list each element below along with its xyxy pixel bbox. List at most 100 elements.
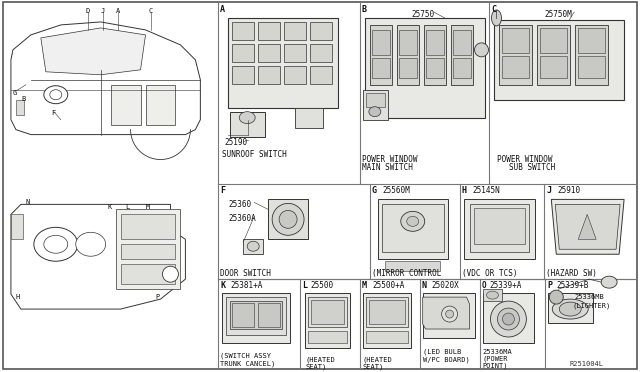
Text: POINT): POINT): [483, 363, 508, 369]
Text: J: J: [100, 8, 105, 14]
Ellipse shape: [407, 217, 419, 226]
Bar: [378, 199, 447, 259]
Bar: [483, 293, 534, 343]
Text: 25190: 25190: [224, 138, 248, 147]
Bar: [372, 30, 390, 55]
Bar: [451, 25, 472, 85]
Text: (MIRROR CONTROL: (MIRROR CONTROL: [372, 269, 441, 278]
Bar: [111, 85, 141, 125]
Ellipse shape: [163, 266, 179, 282]
Bar: [227, 297, 286, 335]
Ellipse shape: [502, 313, 515, 325]
Text: K: K: [220, 281, 225, 290]
Bar: [538, 25, 570, 85]
Text: R251004L: R251004L: [569, 361, 604, 367]
Bar: [228, 18, 338, 108]
Text: G: G: [13, 90, 17, 96]
Ellipse shape: [497, 308, 520, 330]
Bar: [145, 85, 175, 125]
Polygon shape: [11, 204, 186, 309]
Polygon shape: [556, 204, 620, 249]
Bar: [258, 44, 280, 62]
Ellipse shape: [76, 232, 106, 256]
Polygon shape: [578, 214, 596, 239]
Text: A: A: [116, 8, 120, 14]
Polygon shape: [41, 28, 145, 75]
Text: M: M: [145, 204, 150, 211]
Bar: [284, 44, 306, 62]
Bar: [366, 93, 385, 107]
Bar: [284, 22, 306, 40]
Bar: [310, 44, 332, 62]
Text: 25360: 25360: [228, 201, 252, 209]
Bar: [365, 18, 484, 118]
Bar: [120, 244, 175, 259]
Ellipse shape: [474, 43, 488, 57]
Bar: [258, 66, 280, 84]
Bar: [230, 112, 265, 137]
Text: P: P: [547, 281, 552, 290]
Bar: [363, 293, 411, 348]
Ellipse shape: [247, 241, 259, 251]
Ellipse shape: [486, 291, 499, 299]
Bar: [305, 293, 350, 348]
Polygon shape: [422, 297, 470, 329]
Text: 25750M: 25750M: [545, 10, 572, 19]
Text: N: N: [26, 199, 30, 205]
Text: F: F: [220, 186, 225, 195]
Text: (SWITCH ASSY: (SWITCH ASSY: [220, 353, 271, 359]
Text: C: C: [492, 5, 497, 14]
Bar: [463, 199, 535, 259]
Bar: [232, 303, 254, 327]
Bar: [540, 56, 567, 78]
Text: 25020X: 25020X: [431, 281, 460, 290]
Bar: [426, 58, 444, 78]
Bar: [120, 264, 175, 284]
Bar: [230, 301, 282, 329]
Bar: [116, 209, 180, 289]
Text: (HEATED: (HEATED: [305, 357, 335, 363]
Bar: [366, 331, 408, 343]
Bar: [363, 90, 388, 120]
Text: (LIGHTER): (LIGHTER): [572, 302, 611, 309]
Bar: [502, 56, 529, 78]
Text: L: L: [302, 281, 307, 290]
Text: SEAT): SEAT): [305, 364, 326, 371]
Bar: [311, 300, 344, 324]
Ellipse shape: [492, 10, 502, 26]
Bar: [382, 204, 444, 252]
Text: (LED BULB: (LED BULB: [422, 349, 461, 356]
Text: SUB SWITCH: SUB SWITCH: [509, 163, 556, 171]
Bar: [232, 44, 254, 62]
Bar: [495, 20, 624, 100]
Text: H: H: [16, 294, 20, 300]
Bar: [422, 293, 474, 338]
Text: (VDC OR TCS): (VDC OR TCS): [461, 269, 517, 278]
Text: H: H: [461, 186, 467, 195]
Text: POWER WINDOW: POWER WINDOW: [362, 154, 417, 164]
Bar: [578, 28, 605, 53]
Bar: [284, 66, 306, 84]
Polygon shape: [551, 199, 624, 254]
Bar: [268, 199, 308, 239]
Text: (HEATED: (HEATED: [363, 357, 392, 363]
Bar: [369, 300, 404, 324]
Bar: [399, 58, 417, 78]
Bar: [366, 297, 408, 327]
Bar: [308, 331, 347, 343]
Text: 25500: 25500: [310, 281, 333, 290]
Bar: [452, 58, 470, 78]
Text: POWER WINDOW: POWER WINDOW: [497, 154, 553, 164]
Ellipse shape: [44, 86, 68, 104]
Ellipse shape: [272, 203, 304, 235]
Text: 25750: 25750: [412, 10, 435, 19]
Text: TRUNK CANCEL): TRUNK CANCEL): [220, 361, 276, 368]
Text: J: J: [547, 186, 551, 195]
Bar: [258, 22, 280, 40]
Text: B: B: [362, 5, 367, 14]
Text: SEAT): SEAT): [363, 364, 384, 371]
Text: 25560M: 25560M: [383, 186, 411, 195]
Ellipse shape: [442, 306, 458, 322]
Text: D: D: [86, 8, 90, 14]
Bar: [483, 289, 502, 301]
